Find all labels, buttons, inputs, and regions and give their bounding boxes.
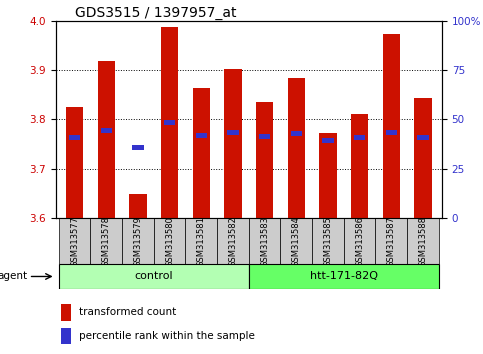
Text: GSM313585: GSM313585	[324, 216, 332, 267]
Text: agent: agent	[0, 272, 27, 281]
Bar	[154, 218, 185, 264]
Bar	[98, 61, 115, 218]
Bar	[354, 135, 365, 140]
Text: htt-171-82Q: htt-171-82Q	[310, 272, 378, 281]
Bar	[129, 194, 147, 218]
Text: GSM313582: GSM313582	[228, 216, 238, 267]
Bar	[59, 218, 90, 264]
Bar	[287, 78, 305, 218]
Bar	[217, 218, 249, 264]
Text: GSM313580: GSM313580	[165, 216, 174, 267]
Text: GSM313586: GSM313586	[355, 216, 364, 267]
Text: transformed count: transformed count	[79, 308, 176, 318]
Bar	[414, 98, 432, 218]
Bar	[407, 218, 439, 264]
Bar	[344, 218, 375, 264]
Bar	[90, 218, 122, 264]
Bar	[100, 128, 112, 133]
Bar	[59, 264, 249, 289]
Bar	[249, 218, 281, 264]
Bar	[185, 218, 217, 264]
Bar	[291, 131, 302, 136]
Bar	[351, 114, 369, 218]
Text: GDS3515 / 1397957_at: GDS3515 / 1397957_at	[75, 6, 236, 20]
Text: percentile rank within the sample: percentile rank within the sample	[79, 331, 255, 341]
Bar	[164, 120, 175, 125]
Bar	[256, 102, 273, 218]
Text: GSM313588: GSM313588	[418, 216, 427, 267]
Bar	[161, 27, 178, 218]
Bar	[66, 107, 83, 218]
Bar	[224, 69, 242, 218]
Bar	[281, 218, 312, 264]
Bar	[375, 218, 407, 264]
Bar	[319, 133, 337, 218]
Bar	[383, 34, 400, 218]
Bar	[259, 134, 270, 139]
Text: GSM313578: GSM313578	[102, 216, 111, 267]
Text: GSM313584: GSM313584	[292, 216, 301, 267]
Text: control: control	[134, 272, 173, 281]
Bar	[193, 87, 210, 218]
Bar	[196, 133, 207, 138]
Text: GSM313579: GSM313579	[133, 216, 142, 267]
Bar	[322, 138, 334, 143]
Bar	[122, 218, 154, 264]
Bar	[61, 304, 71, 321]
Bar	[417, 135, 428, 140]
Bar	[385, 130, 397, 135]
Text: GSM313577: GSM313577	[70, 216, 79, 267]
Bar	[227, 130, 239, 135]
Bar	[249, 264, 439, 289]
Text: GSM313587: GSM313587	[387, 216, 396, 267]
Bar	[69, 135, 80, 140]
Bar	[312, 218, 344, 264]
Bar	[132, 145, 143, 150]
Bar	[61, 328, 71, 344]
Text: GSM313581: GSM313581	[197, 216, 206, 267]
Text: GSM313583: GSM313583	[260, 216, 269, 267]
